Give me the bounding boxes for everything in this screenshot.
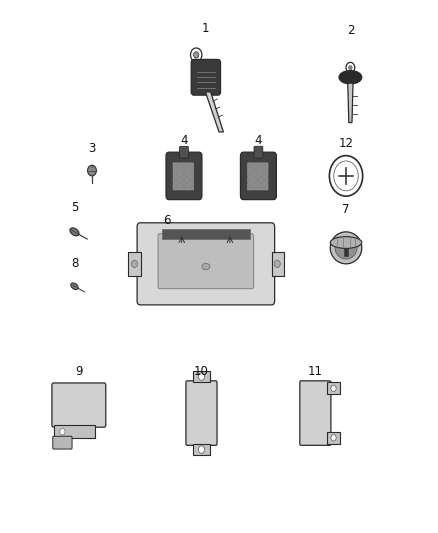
FancyBboxPatch shape [180, 146, 188, 158]
Circle shape [194, 52, 199, 58]
FancyBboxPatch shape [261, 163, 268, 169]
Text: 11: 11 [308, 366, 323, 378]
Text: 10: 10 [194, 366, 209, 378]
FancyBboxPatch shape [173, 169, 180, 176]
FancyBboxPatch shape [173, 163, 180, 169]
FancyBboxPatch shape [173, 183, 180, 190]
FancyBboxPatch shape [247, 176, 254, 183]
FancyBboxPatch shape [187, 176, 194, 183]
FancyBboxPatch shape [254, 183, 261, 190]
FancyBboxPatch shape [180, 176, 187, 183]
Bar [193, 443, 210, 455]
Text: 5: 5 [71, 201, 78, 214]
Polygon shape [348, 83, 353, 123]
FancyBboxPatch shape [180, 163, 187, 169]
Ellipse shape [335, 237, 357, 259]
Circle shape [334, 161, 358, 191]
Circle shape [329, 156, 363, 196]
Bar [344, 244, 348, 256]
FancyBboxPatch shape [187, 169, 194, 176]
Ellipse shape [330, 237, 362, 248]
Text: 9: 9 [75, 366, 83, 378]
FancyBboxPatch shape [158, 233, 254, 289]
Bar [193, 371, 210, 383]
FancyBboxPatch shape [261, 169, 268, 176]
Circle shape [274, 260, 280, 268]
FancyBboxPatch shape [52, 383, 106, 427]
FancyBboxPatch shape [254, 163, 261, 169]
FancyBboxPatch shape [254, 176, 261, 183]
Bar [272, 252, 284, 276]
Text: 4: 4 [254, 134, 262, 147]
Circle shape [331, 385, 336, 391]
Polygon shape [205, 92, 223, 132]
Circle shape [198, 446, 205, 453]
Ellipse shape [71, 283, 78, 289]
Circle shape [88, 165, 96, 176]
FancyBboxPatch shape [137, 223, 275, 305]
Bar [128, 252, 141, 276]
Text: 12: 12 [339, 138, 353, 150]
FancyBboxPatch shape [247, 169, 254, 176]
FancyBboxPatch shape [191, 59, 220, 95]
Text: 6: 6 [162, 214, 170, 227]
Text: 3: 3 [88, 142, 95, 155]
Circle shape [331, 435, 336, 441]
FancyBboxPatch shape [247, 183, 254, 190]
Text: 8: 8 [71, 257, 78, 270]
Ellipse shape [330, 232, 362, 264]
Ellipse shape [339, 70, 362, 84]
Text: 2: 2 [346, 25, 354, 37]
FancyBboxPatch shape [300, 381, 331, 446]
FancyBboxPatch shape [180, 183, 187, 190]
Text: 7: 7 [342, 203, 350, 216]
Text: 4: 4 [180, 134, 188, 147]
Circle shape [60, 429, 65, 435]
Text: 1: 1 [202, 22, 210, 35]
FancyBboxPatch shape [187, 163, 194, 169]
Circle shape [198, 373, 205, 381]
Bar [327, 383, 340, 394]
Bar [53, 425, 95, 438]
Bar [162, 229, 250, 239]
Ellipse shape [70, 228, 79, 236]
Circle shape [349, 66, 352, 70]
FancyBboxPatch shape [166, 152, 202, 199]
FancyBboxPatch shape [247, 163, 254, 169]
Bar [327, 432, 340, 443]
Ellipse shape [202, 263, 210, 270]
FancyBboxPatch shape [254, 146, 263, 158]
FancyBboxPatch shape [261, 176, 268, 183]
FancyBboxPatch shape [254, 169, 261, 176]
FancyBboxPatch shape [240, 152, 276, 199]
FancyBboxPatch shape [173, 176, 180, 183]
FancyBboxPatch shape [261, 183, 268, 190]
Circle shape [131, 260, 138, 268]
FancyBboxPatch shape [187, 183, 194, 190]
FancyBboxPatch shape [180, 169, 187, 176]
FancyBboxPatch shape [186, 381, 217, 446]
FancyBboxPatch shape [53, 436, 72, 449]
